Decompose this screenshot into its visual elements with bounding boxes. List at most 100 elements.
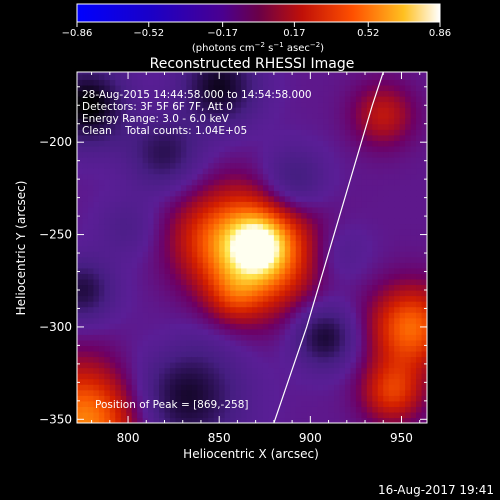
heatmap-cell [416,262,423,269]
heatmap-cell [290,112,297,119]
heatmap-cell [350,367,357,374]
heatmap-cell [377,362,384,369]
heatmap-cell [421,273,427,280]
heatmap-cell [164,256,171,263]
heatmap-cell [208,267,215,274]
heatmap-cell [180,229,187,236]
heatmap-cell [284,362,291,369]
heatmap-cell [169,289,177,297]
heatmap-cell [115,384,122,391]
heatmap-cell [284,190,291,197]
heatmap-cell [208,112,215,119]
heatmap-cell [262,184,270,191]
heatmap-cell [213,73,220,80]
heatmap-cell [175,301,182,308]
heatmap-cell [344,345,352,352]
heatmap-cell [410,73,417,80]
heatmap-cell [301,223,308,230]
heatmap-cell [388,84,395,92]
heatmap-cell [224,168,231,175]
heatmap-cell [279,323,286,330]
heatmap-cell [180,295,187,302]
heatmap-cell [394,229,401,236]
heatmap-cell [213,179,220,186]
heatmap-cell [388,90,395,97]
heatmap-cell [175,328,182,335]
heatmap-cell [323,96,330,103]
heatmap-cell [388,356,395,363]
heatmap-cell [306,112,313,119]
heatmap-cell [126,317,133,324]
heatmap-cell [328,112,335,119]
heatmap-cell [284,411,291,419]
heatmap-cell [115,79,122,86]
heatmap-cell [197,90,204,97]
heatmap-cell [344,151,352,158]
heatmap-cell [82,295,89,302]
heatmap-cell [235,339,242,347]
heatmap-cell [142,79,149,86]
heatmap-cell [350,284,357,291]
heatmap-cell [399,367,406,374]
heatmap-cell [93,350,100,358]
heatmap-cell [350,245,357,252]
heatmap-cell [197,73,204,80]
heatmap-cell [372,234,379,241]
heatmap-cell [383,217,390,225]
heatmap-cell [109,162,116,169]
heatmap-cell [213,389,220,396]
heatmap-cell [224,229,231,236]
heatmap-cell [104,411,111,419]
heatmap-cell [334,184,341,191]
heatmap-cell [131,112,138,119]
heatmap-cell [82,278,89,286]
heatmap-cell [77,411,84,419]
heatmap-cell [366,201,373,208]
heatmap-cell [344,96,352,103]
heatmap-cell [87,395,95,402]
heatmap-cell [93,156,100,164]
heatmap-cell [361,73,368,80]
heatmap-cell [301,156,308,164]
heatmap-cell [284,267,291,274]
heatmap-cell [306,118,313,125]
heatmap-cell [328,168,335,175]
heatmap-cell [93,417,100,423]
heatmap-cell [186,112,193,119]
heatmap-cell [273,134,280,141]
heatmap-cell [262,118,270,125]
heatmap-cell [104,206,111,213]
heatmap-cell [323,267,330,274]
heatmap-cell [284,129,291,136]
heatmap-cell [284,212,291,219]
heatmap-cell [208,328,215,335]
heatmap-cell [290,118,297,125]
heatmap-cell [257,245,264,252]
heatmap-cell [126,245,133,252]
heatmap-cell [82,284,89,291]
heatmap-cell [366,362,373,369]
heatmap-cell [115,367,122,374]
heatmap-cell [159,123,166,130]
heatmap-cell [295,229,302,236]
heatmap-cell [416,90,423,97]
heatmap-cell [339,123,346,130]
heatmap-cell [224,84,231,92]
heatmap-cell [328,289,335,297]
heatmap-cell [82,145,89,153]
heatmap-cell [213,289,220,297]
heatmap-cell [224,107,231,114]
heatmap-cell [169,217,177,225]
heatmap-cell [301,317,308,324]
heatmap-cell [334,168,341,175]
heatmap-cell [208,301,215,308]
heatmap-cell [208,73,215,80]
heatmap-cell [317,334,324,341]
heatmap-cell [394,184,401,191]
heatmap-cell [377,400,384,407]
heatmap-cell [169,84,177,92]
heatmap-cell [383,262,390,269]
heatmap-cell [148,123,155,130]
heatmap-cell [98,406,105,413]
heatmap-cell [394,151,401,158]
